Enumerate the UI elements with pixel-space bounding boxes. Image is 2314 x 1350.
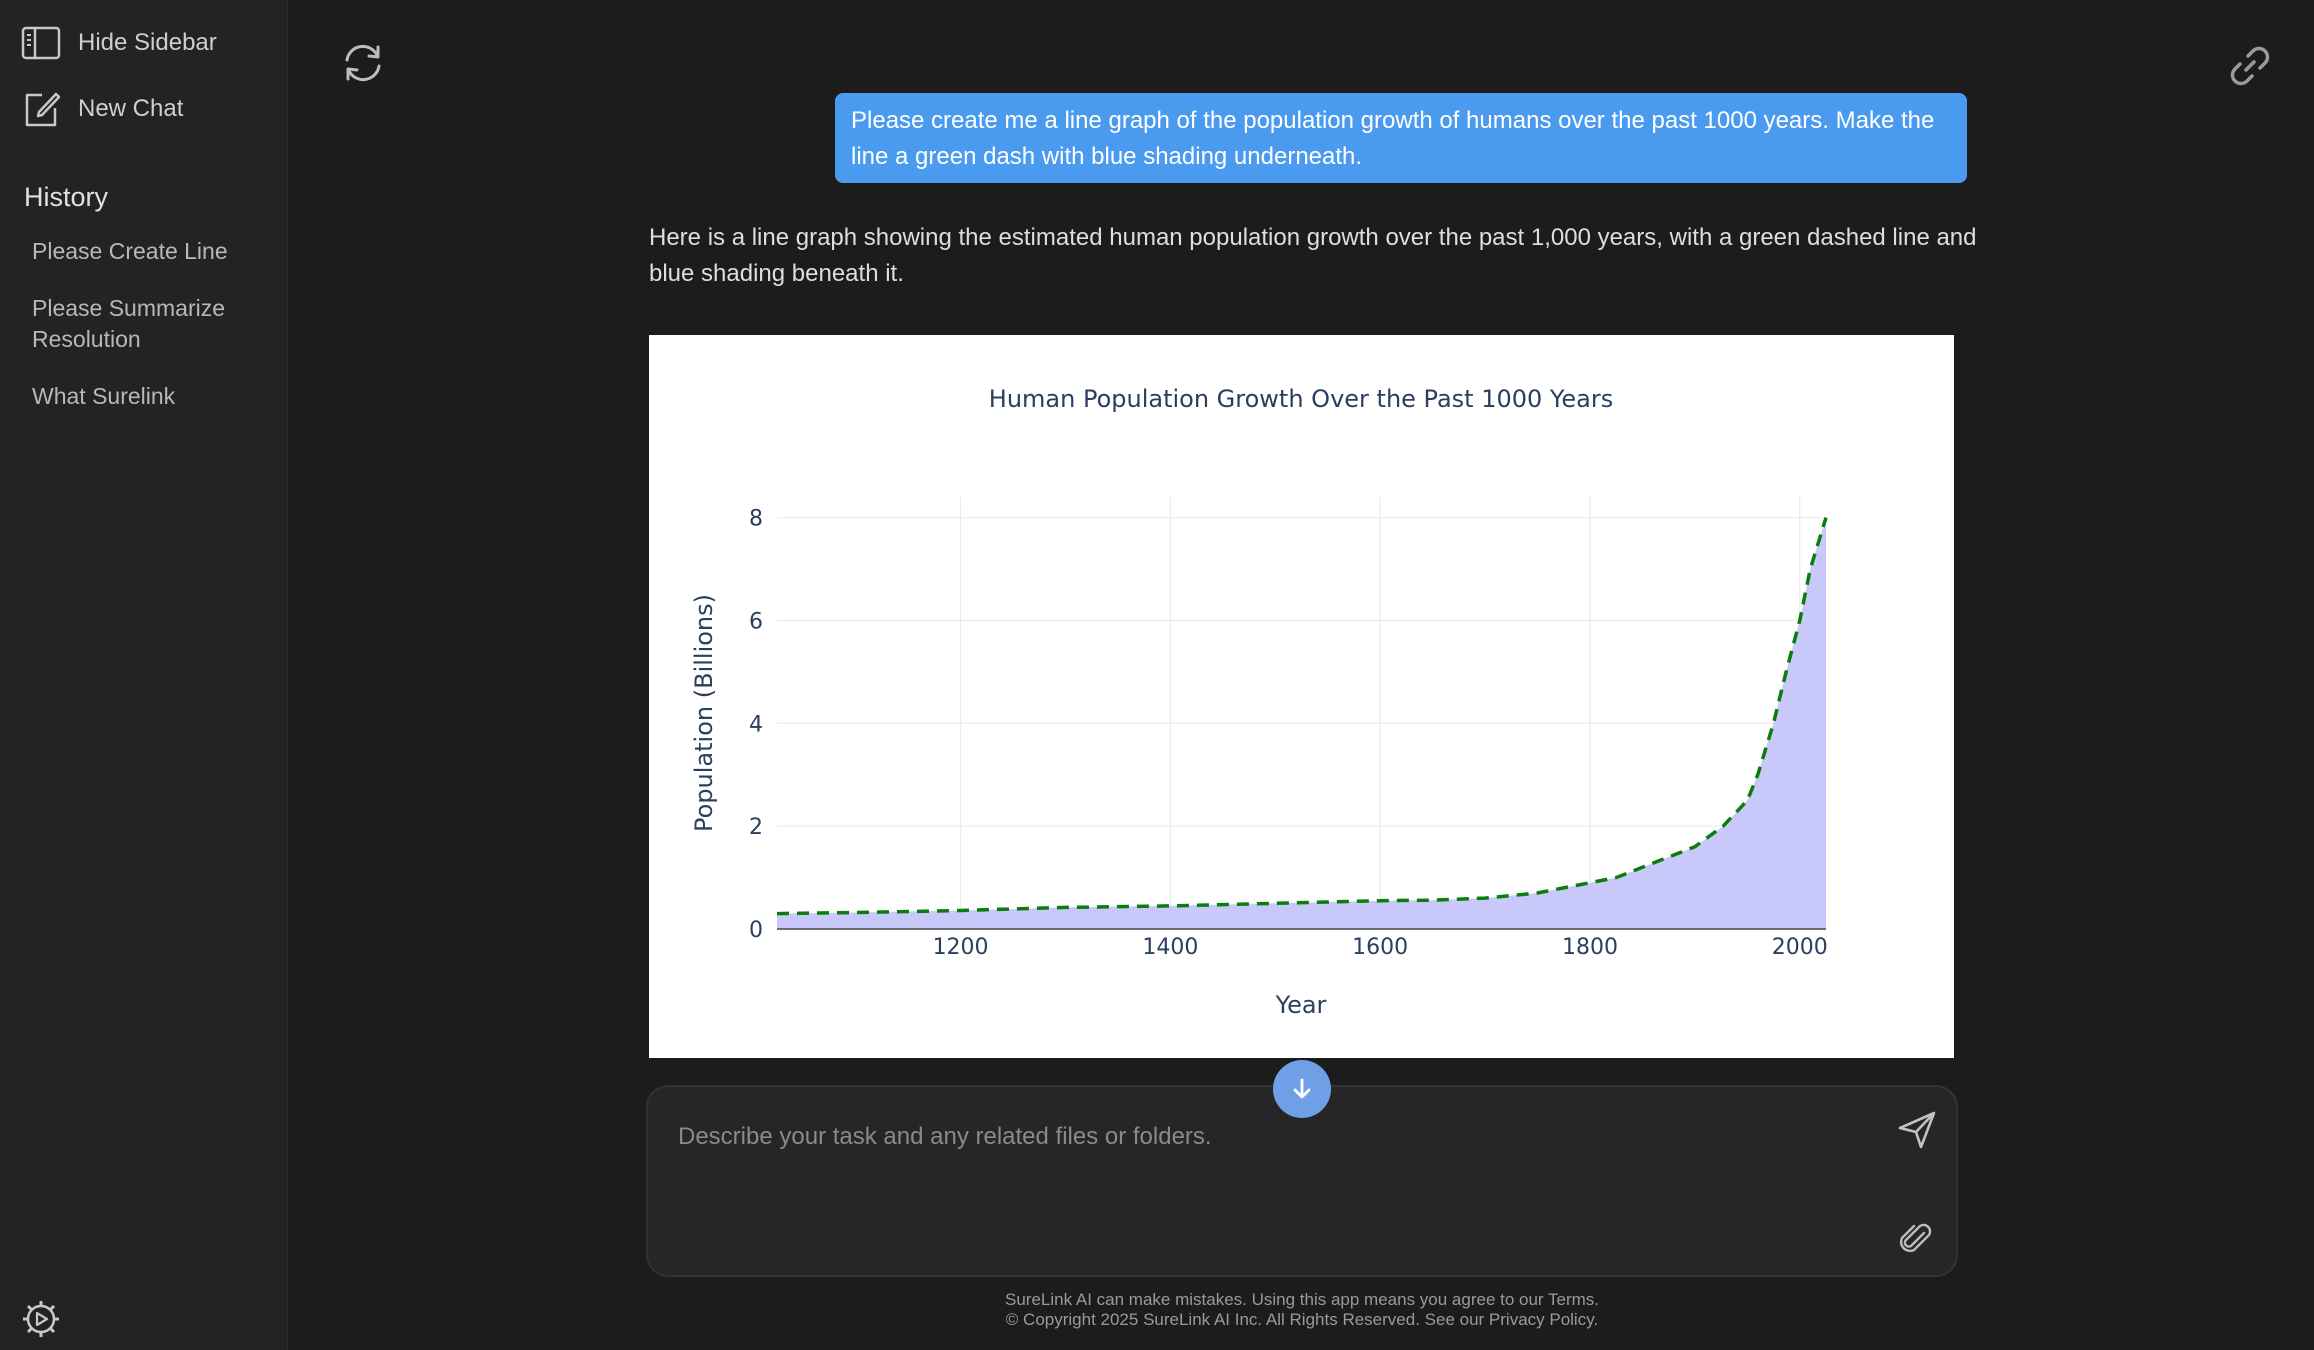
x-tick-label: 1800 — [1562, 935, 1618, 960]
compose-icon — [25, 92, 61, 127]
footer-terms: SureLink AI can make mistakes. Using thi… — [1004, 1290, 1600, 1309]
user-message: Please create me a line graph of the pop… — [835, 93, 1967, 183]
chart-card: 0 2 4 6 8 1200 1400 1600 1800 2000 Human Populati… — [649, 335, 1954, 1058]
chart-title: Human Population Growth Over the Past 10… — [989, 385, 1613, 413]
arrow-down-icon — [1293, 1078, 1311, 1099]
y-axis-title: Population (Billions) — [690, 594, 718, 832]
footer-disclaimer: SureLink AI can make mistakes. Using thi… — [646, 1290, 1958, 1330]
history-list: Please Create Line Please Summarize Reso… — [32, 236, 272, 438]
hide-sidebar-label: Hide Sidebar — [78, 29, 217, 56]
send-icon[interactable] — [1894, 1107, 1940, 1153]
y-tick-label: 4 — [749, 712, 763, 737]
y-tick-label: 6 — [749, 609, 763, 634]
data-line — [776, 517, 1828, 916]
settings-gear-icon[interactable] — [20, 1298, 62, 1340]
x-tick-label: 1400 — [1142, 935, 1198, 960]
chat-main: Please create me a line graph of the pop… — [288, 0, 2314, 1350]
population-chart: 0 2 4 6 8 1200 1400 1600 1800 2000 Human Populati… — [690, 385, 1828, 1019]
message-input[interactable] — [678, 1117, 1828, 1157]
x-axis-title: Year — [1275, 991, 1327, 1019]
history-item[interactable]: What Surelink — [32, 383, 176, 409]
sidebar-toggle-icon — [21, 26, 61, 60]
history-title: History — [24, 182, 109, 212]
hide-sidebar-button[interactable]: Hide Sidebar — [20, 22, 217, 64]
area-fill — [777, 517, 1826, 929]
x-tick-label: 1600 — [1352, 935, 1408, 960]
y-tick-label: 8 — [749, 507, 763, 532]
footer-copyright: © Copyright 2025 SureLink AI Inc. All Ri… — [1005, 1310, 1599, 1329]
y-tick-label: 0 — [749, 918, 763, 943]
refresh-icon[interactable] — [338, 38, 388, 88]
link-icon[interactable] — [2226, 42, 2274, 90]
paperclip-icon[interactable] — [1896, 1219, 1936, 1259]
new-chat-button[interactable]: New Chat — [20, 88, 183, 130]
sidebar: Hide Sidebar New Chat History Please Cre… — [0, 0, 288, 1350]
y-tick-label: 2 — [749, 815, 763, 840]
x-tick-label: 1200 — [933, 935, 989, 960]
x-tick-label: 2000 — [1772, 935, 1828, 960]
new-chat-label: New Chat — [78, 95, 184, 122]
assistant-message: Here is a line graph showing the estimat… — [649, 224, 1977, 287]
history-item[interactable]: Please Summarize Resolution — [32, 295, 226, 352]
history-item[interactable]: Please Create Line — [32, 238, 228, 264]
scroll-down-button[interactable] — [1273, 1060, 1331, 1118]
